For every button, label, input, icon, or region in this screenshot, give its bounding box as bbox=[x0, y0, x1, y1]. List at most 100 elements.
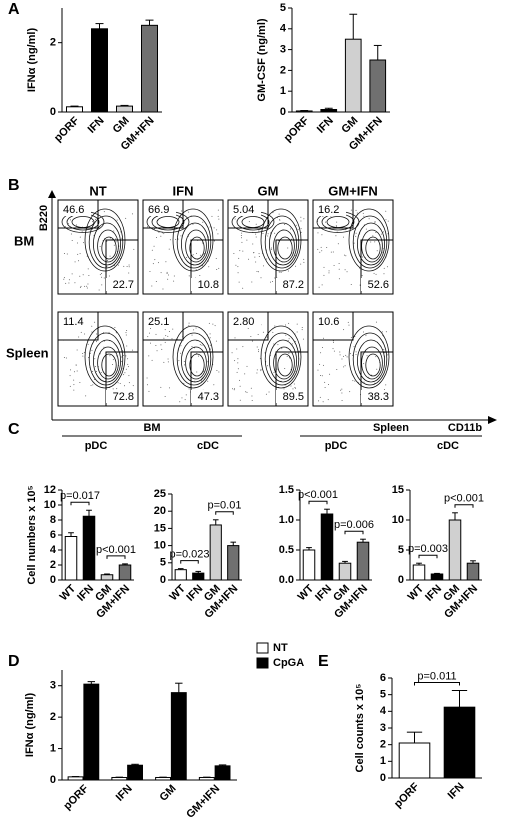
event-dot bbox=[108, 275, 110, 277]
event-dot bbox=[77, 253, 79, 255]
event-dot bbox=[188, 388, 190, 390]
event-dot bbox=[112, 359, 114, 361]
event-dot bbox=[317, 232, 319, 234]
event-dot bbox=[93, 378, 95, 380]
event-dot bbox=[87, 283, 89, 285]
event-dot bbox=[344, 365, 346, 367]
event-dot bbox=[218, 218, 220, 220]
event-dot bbox=[103, 211, 105, 213]
event-dot bbox=[268, 391, 270, 393]
y-tick-label: 3 bbox=[380, 722, 386, 734]
contour bbox=[189, 353, 205, 377]
event-dot bbox=[91, 349, 93, 351]
event-dot bbox=[273, 343, 275, 345]
gate bbox=[275, 239, 308, 294]
gate-percent: 25.1 bbox=[148, 316, 169, 328]
event-dot bbox=[234, 218, 236, 220]
event-dot bbox=[214, 325, 216, 327]
y-tick-label: 1 bbox=[280, 85, 286, 97]
x-tick-label: IFN bbox=[446, 781, 467, 802]
bar bbox=[100, 574, 114, 581]
significance-bracket bbox=[454, 504, 474, 508]
event-dot bbox=[123, 385, 125, 387]
event-dot bbox=[232, 388, 234, 390]
y-tick-label: 15 bbox=[392, 484, 404, 496]
event-dot bbox=[188, 275, 190, 277]
bar bbox=[369, 59, 387, 113]
contour bbox=[264, 332, 300, 386]
event-dot bbox=[237, 272, 239, 274]
contour bbox=[189, 236, 205, 260]
bar bbox=[198, 776, 215, 781]
event-dot bbox=[236, 348, 238, 350]
event-dot bbox=[115, 332, 117, 334]
p-value: p<0.001 bbox=[298, 489, 338, 501]
event-dot bbox=[383, 389, 385, 391]
event-dot bbox=[280, 271, 282, 273]
y-tick-label: 0 bbox=[50, 106, 56, 118]
significance-bracket bbox=[418, 554, 438, 559]
y-tick-label: 2 bbox=[380, 739, 386, 751]
event-dot bbox=[148, 332, 150, 334]
event-dot bbox=[344, 269, 346, 271]
event-dot bbox=[208, 322, 210, 324]
event-dot bbox=[294, 386, 296, 388]
event-dot bbox=[162, 288, 164, 290]
event-dot bbox=[201, 242, 203, 244]
event-dot bbox=[185, 394, 187, 396]
event-dot bbox=[247, 327, 249, 329]
event-dot bbox=[125, 334, 127, 336]
event-dot bbox=[80, 331, 82, 333]
event-dot bbox=[237, 368, 239, 370]
event-dot bbox=[91, 325, 93, 327]
y-tick-label: 20 bbox=[154, 505, 166, 517]
event-dot bbox=[188, 324, 190, 326]
event-dot bbox=[338, 268, 340, 270]
event-dot bbox=[98, 289, 100, 291]
event-dot bbox=[94, 218, 96, 220]
event-dot bbox=[286, 355, 288, 357]
contour bbox=[356, 222, 385, 266]
event-dot bbox=[218, 267, 220, 269]
event-dot bbox=[191, 334, 193, 336]
event-dot bbox=[343, 254, 345, 256]
event-dot bbox=[82, 353, 84, 355]
event-dot bbox=[317, 369, 319, 371]
event-dot bbox=[180, 345, 182, 347]
event-dot bbox=[83, 351, 85, 353]
event-dot bbox=[256, 369, 258, 371]
bar bbox=[170, 692, 187, 781]
gate bbox=[360, 351, 393, 406]
event-dot bbox=[272, 331, 274, 333]
event-dot bbox=[125, 217, 127, 219]
event-dot bbox=[375, 356, 377, 358]
event-dot bbox=[320, 246, 322, 248]
event-dot bbox=[352, 380, 354, 382]
event-dot bbox=[385, 331, 387, 333]
event-dot bbox=[126, 265, 128, 267]
event-dot bbox=[106, 240, 108, 242]
event-dot bbox=[209, 344, 211, 346]
event-dot bbox=[165, 261, 167, 263]
event-dot bbox=[128, 272, 130, 274]
event-dot bbox=[241, 232, 243, 234]
event-dot bbox=[288, 352, 290, 354]
event-dot bbox=[79, 286, 81, 288]
event-dot bbox=[326, 246, 328, 248]
event-dot bbox=[180, 352, 182, 354]
event-dot bbox=[271, 247, 273, 249]
event-dot bbox=[257, 334, 259, 336]
event-dot bbox=[213, 384, 215, 386]
event-dot bbox=[173, 280, 175, 282]
event-dot bbox=[82, 274, 84, 276]
event-dot bbox=[338, 278, 340, 280]
event-dot bbox=[168, 387, 170, 389]
event-dot bbox=[207, 380, 209, 382]
event-dot bbox=[79, 275, 81, 277]
event-dot bbox=[69, 385, 71, 387]
contour bbox=[268, 222, 297, 266]
event-dot bbox=[200, 380, 202, 382]
event-dot bbox=[92, 384, 94, 386]
event-dot bbox=[323, 266, 325, 268]
event-dot bbox=[319, 251, 321, 253]
